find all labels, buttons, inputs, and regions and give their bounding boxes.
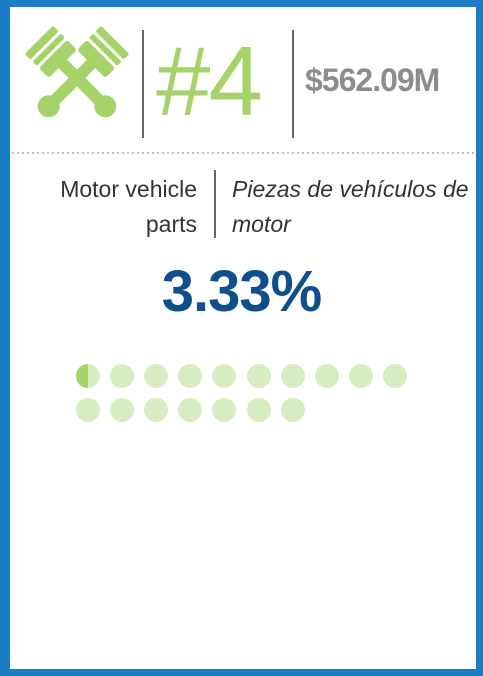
dot-grid <box>76 364 407 422</box>
amount: $562.09M <box>305 62 440 98</box>
piston-icon <box>25 26 129 118</box>
label-spanish: Piezas de vehículos de motor <box>232 176 469 237</box>
rank: #4 <box>156 26 263 136</box>
label-english: Motor vehicle parts <box>60 176 197 237</box>
share: 3.33% <box>161 259 322 324</box>
